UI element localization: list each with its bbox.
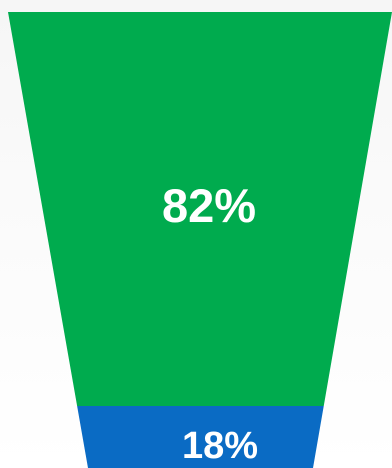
funnel-segment-2 <box>77 406 324 468</box>
funnel-segments <box>8 12 392 468</box>
funnel-segment-1 <box>8 12 392 406</box>
funnel-labels: 82% 18% <box>162 179 258 467</box>
funnel-segment-label-1: 82% <box>162 179 256 232</box>
funnel-segment-label-2: 18% <box>182 425 258 467</box>
